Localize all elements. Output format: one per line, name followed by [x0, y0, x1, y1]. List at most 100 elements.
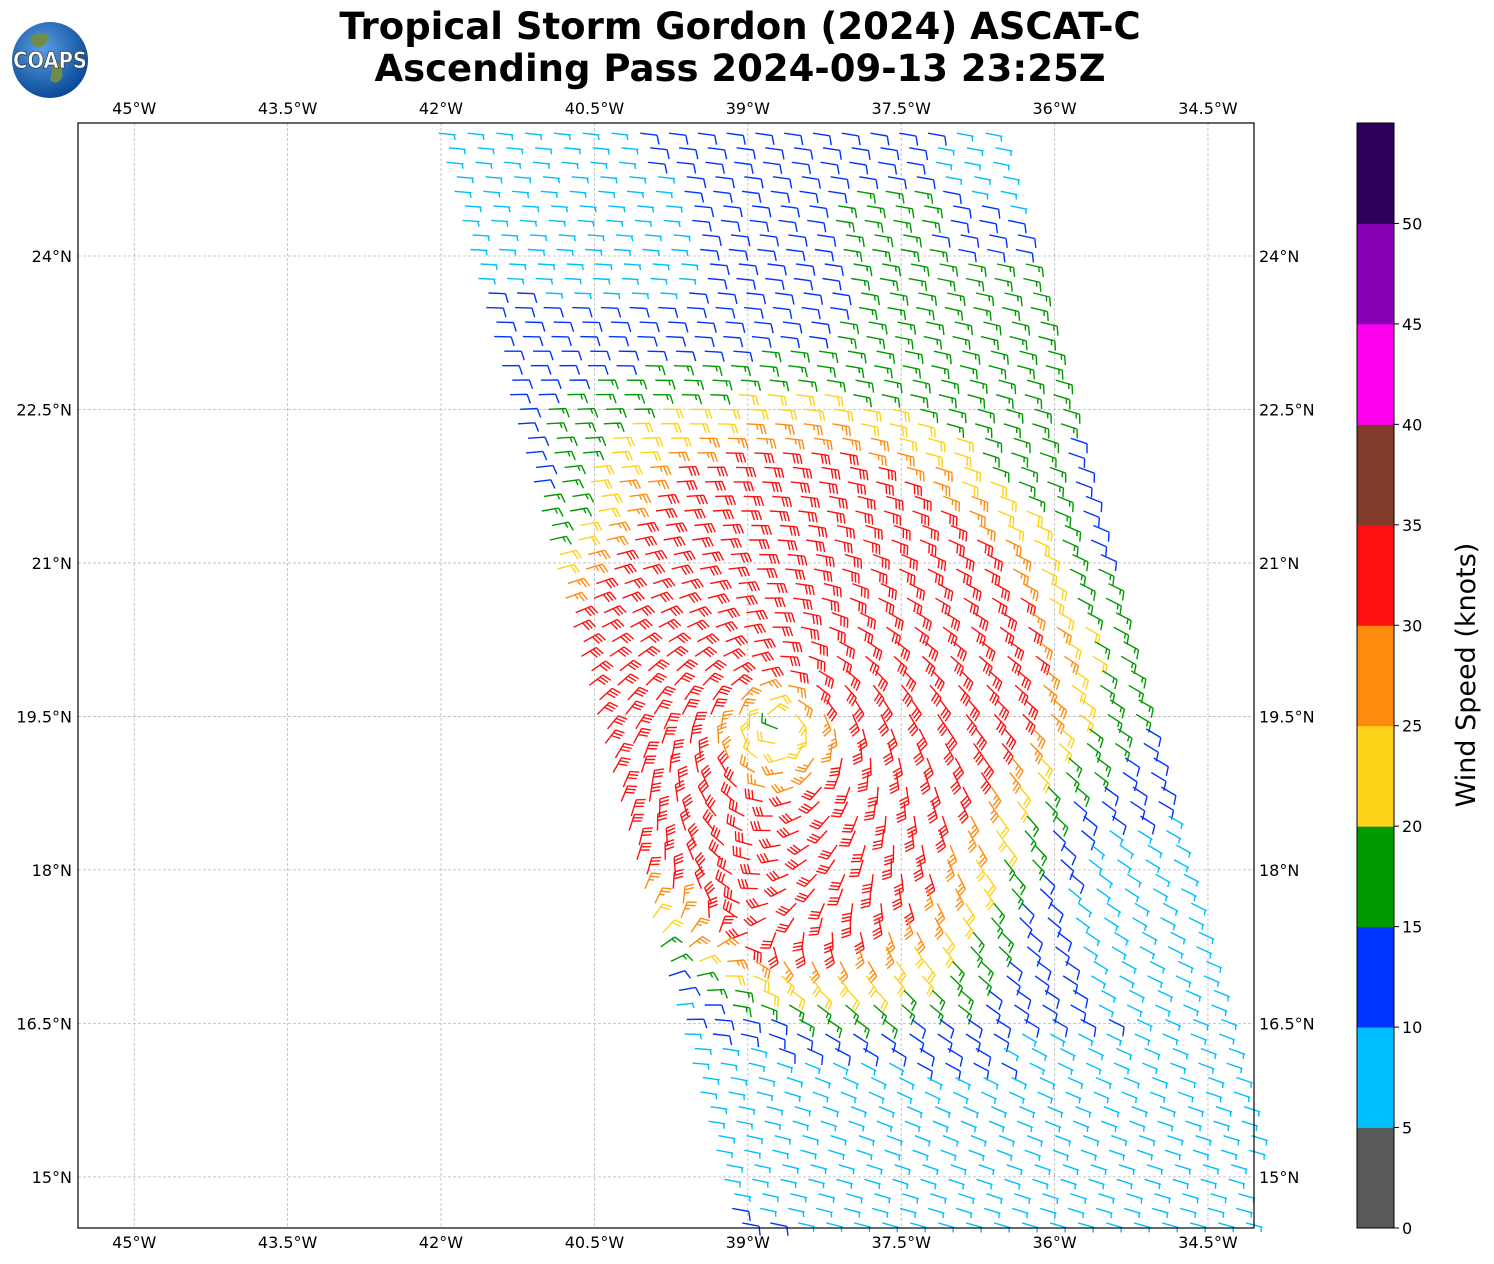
wind-barb [684, 508, 706, 519]
wind-barb [619, 161, 637, 170]
wind-barb [741, 510, 763, 521]
wind-barb [491, 219, 509, 227]
wind-barb [1049, 902, 1064, 924]
wind-barb [763, 753, 786, 764]
wind-barb [1132, 917, 1148, 931]
lat-label-right: 24°N [1259, 247, 1299, 266]
wind-barb [998, 946, 1013, 968]
wind-barb [569, 190, 587, 198]
wind-barb [743, 623, 767, 634]
wind-barb [846, 670, 861, 691]
wind-barb [702, 551, 725, 562]
wind-barb [974, 176, 992, 185]
wind-barb [454, 190, 472, 198]
wind-barb [646, 856, 662, 875]
wind-barb [1079, 713, 1094, 734]
wind-barb [754, 452, 775, 464]
wind-barb [744, 306, 764, 319]
wind-barb [1241, 1120, 1259, 1132]
wind-barb [947, 1047, 964, 1067]
colorbar-label: Wind Speed (knots) [1451, 543, 1482, 808]
wind-barb [1078, 466, 1096, 483]
wind-barb [973, 1062, 990, 1081]
wind-barb [827, 1018, 843, 1039]
wind-barb [1160, 917, 1177, 931]
wind-barb [716, 937, 740, 948]
wind-barb [1036, 960, 1052, 981]
wind-barb [1185, 1120, 1202, 1132]
wind-barb [1052, 1149, 1070, 1161]
wind-barb [867, 786, 879, 808]
wind-barb [600, 306, 622, 318]
wind-barb [960, 670, 974, 692]
wind-barb [1164, 1018, 1182, 1031]
wind-barb [606, 535, 629, 546]
wind-barb [612, 757, 631, 773]
wind-barb [952, 1091, 969, 1105]
wind-barb [707, 466, 729, 477]
wind-barb [919, 1047, 935, 1067]
wind-barb [510, 393, 532, 404]
wind-barb [834, 786, 851, 804]
wind-barb [678, 465, 700, 476]
wind-barb [717, 722, 727, 744]
wind-barb [944, 306, 964, 321]
wind-barb [895, 641, 911, 662]
wind-barb [931, 234, 951, 248]
wind-barb [658, 795, 670, 817]
lat-label-right: 21°N [1259, 554, 1299, 573]
wind-barb [710, 825, 725, 846]
wind-barb [528, 436, 550, 447]
wind-barb [798, 801, 820, 814]
wind-barb [610, 321, 632, 333]
wind-barb [924, 960, 936, 983]
wind-barb [652, 263, 670, 271]
wind-barb [820, 1120, 838, 1132]
wind-barb [684, 685, 704, 701]
wind-barb [924, 641, 939, 662]
wind-barb [957, 684, 971, 707]
wind-barb [1072, 553, 1089, 572]
wind-barb [754, 638, 777, 649]
wind-barb [933, 350, 952, 365]
wind-barb [1172, 1047, 1189, 1060]
wind-barb [572, 493, 595, 503]
wind-barb [1226, 1062, 1243, 1074]
wind-barb [842, 437, 862, 451]
wind-barb [652, 577, 676, 589]
wind-barb [1162, 1033, 1179, 1046]
wind-barb [732, 1004, 752, 1018]
wind-barb [898, 1076, 915, 1090]
wind-barb [1016, 989, 1032, 1010]
wind-barb [891, 1047, 907, 1067]
wind-barb [760, 932, 777, 949]
colorbar-bin [1357, 1127, 1394, 1229]
wind-barb [782, 321, 803, 334]
wind-barb [852, 743, 863, 765]
wind-barb [973, 612, 989, 632]
wind-barb [985, 132, 1003, 142]
wind-barb [542, 176, 561, 184]
wind-barb [1095, 1076, 1112, 1089]
wind-barb [922, 524, 939, 542]
wind-barb [1183, 873, 1200, 887]
wind-barb [1004, 1178, 1021, 1190]
wind-barb [543, 306, 564, 318]
wind-barb [958, 248, 977, 263]
wind-barb [1019, 350, 1038, 366]
wind-barb [696, 633, 720, 645]
wind-barb [1051, 582, 1068, 602]
wind-barb [574, 292, 592, 300]
wind-barb [1006, 844, 1018, 867]
wind-barb [1159, 1106, 1177, 1118]
wind-barb [551, 521, 574, 531]
wind-barb [821, 466, 841, 480]
wind-barb [876, 481, 894, 496]
wind-barb [790, 350, 810, 363]
wind-barb [1075, 1106, 1092, 1118]
wind-barb [1106, 902, 1122, 918]
wind-barb [752, 1178, 770, 1188]
wind-barb [1126, 873, 1142, 888]
wind-barb [800, 626, 820, 641]
wind-barb [817, 234, 837, 247]
